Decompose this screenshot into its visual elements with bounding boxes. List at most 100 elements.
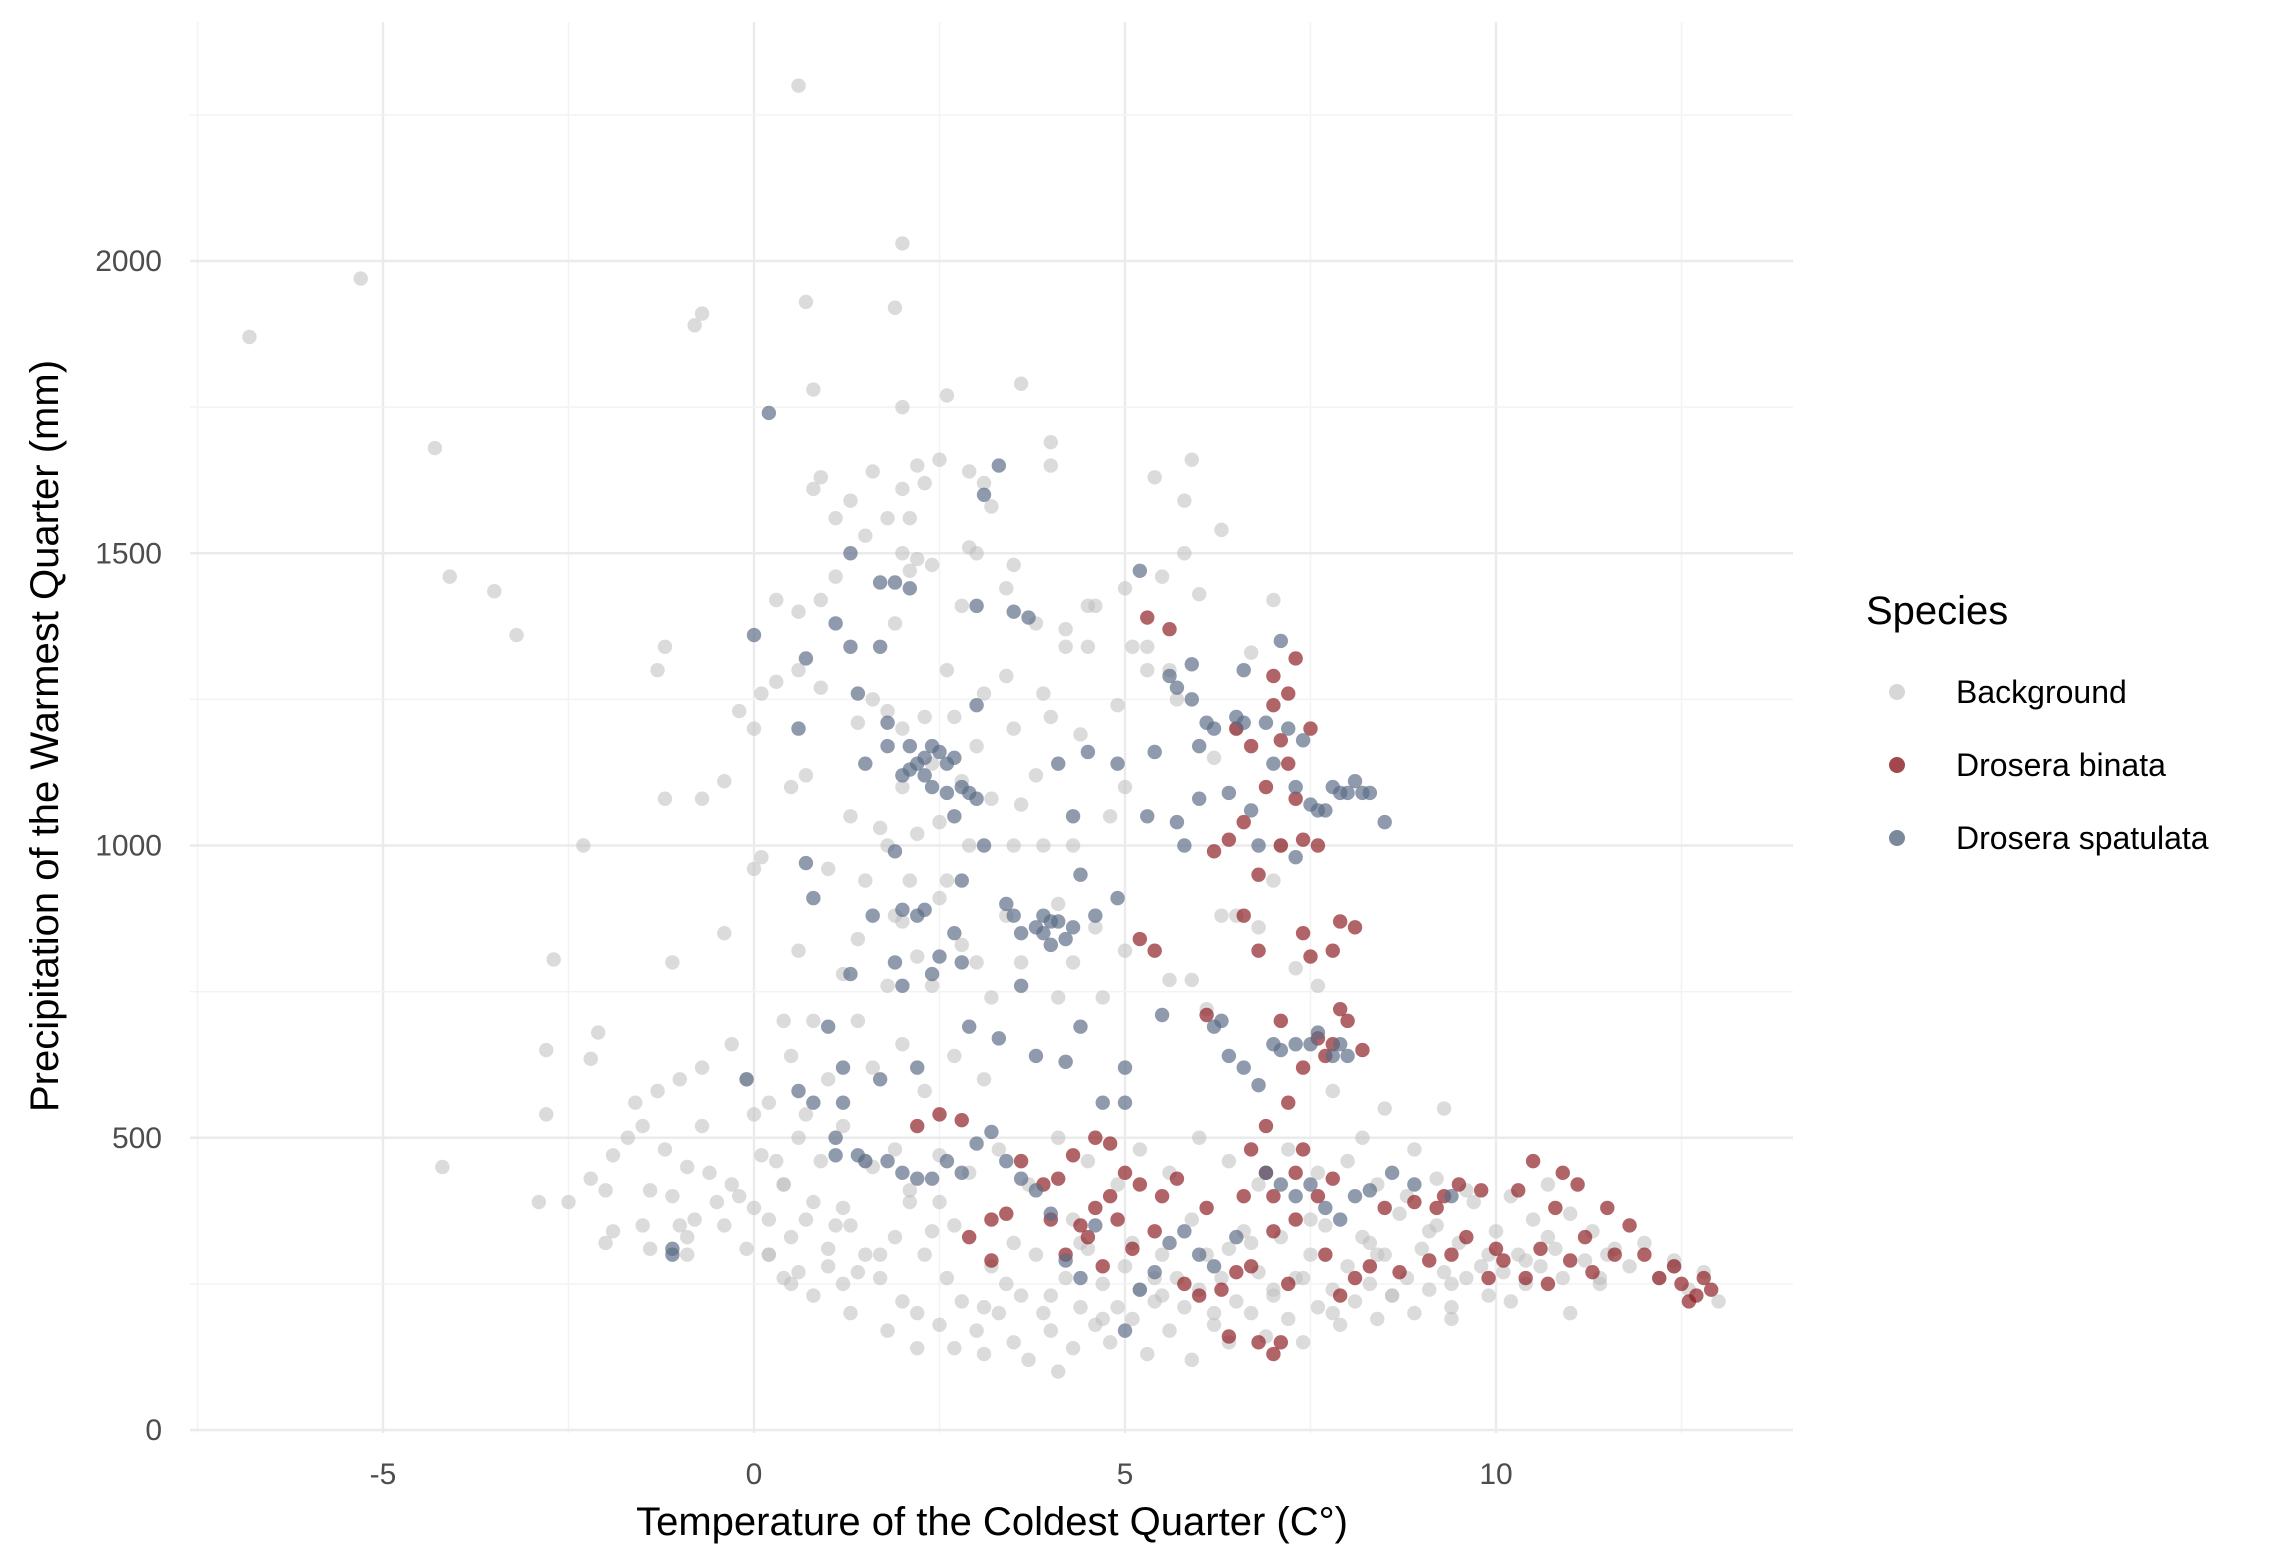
data-point <box>1073 867 1088 882</box>
data-point <box>769 592 784 608</box>
data-point <box>924 779 940 795</box>
data-point <box>1043 458 1059 473</box>
x-tick-label: 5 <box>1117 1458 1134 1491</box>
data-point <box>1065 809 1081 824</box>
data-point <box>835 1118 851 1134</box>
y-tick-label: 0 <box>145 1414 162 1447</box>
data-point <box>1540 1276 1556 1292</box>
data-point <box>1043 1288 1059 1303</box>
data-point <box>539 1042 554 1058</box>
data-point <box>1236 908 1251 923</box>
data-point <box>1548 1200 1563 1216</box>
data-point <box>1570 1177 1585 1192</box>
data-point <box>1407 1194 1422 1210</box>
data-point <box>754 849 769 865</box>
x-tick-label: 10 <box>1479 1458 1512 1491</box>
data-point <box>657 791 673 806</box>
series-2 <box>665 405 1459 1338</box>
data-point <box>969 955 984 970</box>
data-point <box>1310 1165 1326 1181</box>
data-point <box>1036 1305 1051 1321</box>
data-point <box>1273 733 1289 748</box>
data-point <box>1303 1037 1318 1052</box>
data-point <box>1577 1253 1593 1268</box>
data-point <box>1051 1130 1066 1145</box>
data-point <box>1125 639 1140 654</box>
legend-label: Drosera binata <box>1956 747 2166 783</box>
data-point <box>1444 1300 1459 1315</box>
data-point <box>954 1294 969 1309</box>
data-point <box>1548 1241 1563 1257</box>
data-point <box>665 1189 680 1204</box>
data-point <box>1340 1013 1355 1029</box>
data-point <box>932 744 947 760</box>
tick-layer: -5 0 5 10 0 500 1000 1500 2000 <box>95 245 1512 1491</box>
data-point <box>1058 931 1073 947</box>
data-point <box>1006 1335 1021 1350</box>
data-point <box>1088 1130 1103 1145</box>
legend-label: Drosera spatulata <box>1956 820 2209 856</box>
data-point <box>242 329 257 345</box>
data-point <box>798 768 814 783</box>
data-point <box>1689 1288 1704 1303</box>
data-point <box>1221 1048 1237 1064</box>
data-point <box>961 1229 977 1245</box>
data-point <box>828 569 843 584</box>
data-point <box>1192 586 1207 602</box>
data-point <box>1503 1294 1519 1309</box>
data-point <box>791 604 806 619</box>
data-point <box>969 698 984 713</box>
data-point <box>1117 581 1133 596</box>
data-point <box>1258 715 1274 730</box>
data-point <box>746 721 762 736</box>
y-tick-label: 2000 <box>95 245 162 278</box>
data-point <box>1251 920 1266 935</box>
data-point <box>1325 1171 1340 1186</box>
data-point <box>1184 1352 1199 1368</box>
data-point <box>1073 1300 1088 1315</box>
y-axis-title: Precipitation of the Warmest Quarter (mm… <box>23 360 67 1112</box>
data-point <box>1102 1189 1118 1204</box>
data-point <box>435 1159 450 1175</box>
data-point <box>880 703 895 719</box>
data-point <box>939 662 955 678</box>
data-point <box>1273 1335 1289 1350</box>
data-point <box>1340 1259 1355 1274</box>
data-point <box>1243 1305 1259 1321</box>
data-point <box>1177 1224 1192 1239</box>
x-tick-label: 0 <box>746 1458 763 1491</box>
data-point <box>798 1107 814 1122</box>
data-point <box>776 1013 791 1029</box>
data-point <box>1325 1048 1340 1064</box>
y-tick-label: 1000 <box>95 830 162 863</box>
data-point <box>1370 1311 1385 1327</box>
data-point <box>635 1218 650 1233</box>
data-point <box>828 616 843 631</box>
data-point <box>1340 1048 1355 1064</box>
data-point <box>1117 1060 1133 1075</box>
data-point <box>1140 639 1155 654</box>
data-point <box>1058 1270 1073 1286</box>
data-point <box>872 1072 888 1087</box>
data-point <box>1013 978 1029 993</box>
data-point <box>1110 1177 1125 1192</box>
data-point <box>1036 838 1051 853</box>
data-point <box>1563 1206 1578 1221</box>
data-point <box>976 1300 992 1315</box>
data-point <box>843 966 858 982</box>
data-point <box>902 510 918 526</box>
data-point <box>1295 1060 1311 1075</box>
data-point <box>427 440 443 456</box>
data-point <box>910 1171 925 1186</box>
data-point <box>1229 1294 1244 1309</box>
data-point <box>761 1095 777 1110</box>
data-point <box>1281 1095 1296 1110</box>
data-point <box>999 668 1014 684</box>
data-point <box>1281 686 1296 701</box>
data-point <box>1006 1235 1021 1251</box>
data-point <box>1110 1300 1125 1315</box>
data-point <box>1080 639 1096 654</box>
data-point <box>1407 1142 1422 1157</box>
data-point <box>1058 639 1073 654</box>
data-point <box>605 1224 621 1239</box>
